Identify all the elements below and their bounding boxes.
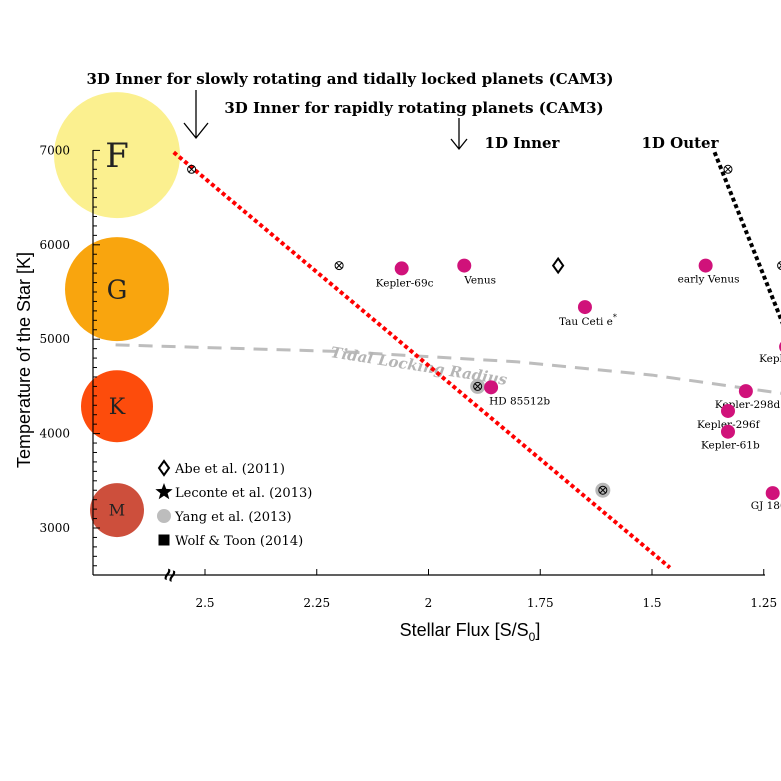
limit-crossing-cross xyxy=(188,166,195,173)
planet-kepler-296f-point xyxy=(720,403,735,418)
axis-break-symbol: ≈ xyxy=(156,565,184,585)
y-tick-label: 7000 xyxy=(39,143,70,157)
legend-label-4: Wolf & Toon (2014) xyxy=(175,534,303,549)
annotation-3d-inner-rapid: 3D Inner for rapidly rotating planets (C… xyxy=(224,99,603,117)
annotation-1d-outer: 1D Outer xyxy=(641,134,719,152)
x-tick-label: 1.5 xyxy=(642,596,661,610)
stellar-class-f-label: F xyxy=(105,136,129,176)
stellar-class-m-label: M xyxy=(109,501,125,520)
planet-kepler-61b-label: Kepler-61b xyxy=(701,440,760,452)
planet-early-venus-label: early Venus xyxy=(678,274,740,286)
planet-tau-ceti-e-point xyxy=(577,300,592,315)
limit-markers xyxy=(187,164,781,498)
limit-crossing-ring xyxy=(723,164,733,174)
stellar-class-k-label: K xyxy=(109,395,126,420)
planet-kepler-62e-label: Kepler-62e xyxy=(759,353,781,365)
y-tick-label: 3000 xyxy=(39,521,70,535)
limit-crossing-marker xyxy=(473,381,483,391)
y-tick-label: 4000 xyxy=(39,427,70,441)
limit-crossing-cross xyxy=(778,262,781,269)
stellar-class-g-label: G xyxy=(107,275,128,305)
legend-label-2: Leconte et al. (2013) xyxy=(175,486,312,501)
legend: Abe et al. (2011) Leconte et al. (2013) Ya… xyxy=(155,459,312,549)
planet-tau-ceti-e-label: Tau Ceti e* xyxy=(559,313,617,328)
arrow-3d-inner-rapid xyxy=(450,118,468,151)
limit-crossing-ring xyxy=(187,164,197,174)
stellar-class-f-circle xyxy=(54,92,180,219)
x-tick-label: 2.25 xyxy=(303,596,330,610)
planet-early-venus-point xyxy=(698,258,713,273)
legend-label-3: Yang et al. (2013) xyxy=(174,510,292,525)
x-tick-label: 2.5 xyxy=(195,596,214,610)
legend-marker-star xyxy=(155,483,173,500)
x-axis-label: Stellar Flux [S/S0] xyxy=(400,620,541,644)
limit-crossing-cross xyxy=(474,383,481,390)
limit-crossing-marker xyxy=(598,485,608,495)
x-tick-label: 2 xyxy=(425,596,433,610)
legend-marker-gray-circle xyxy=(157,509,171,523)
habitable-zone-limits xyxy=(172,150,781,570)
x-tick-label: 1.25 xyxy=(750,596,777,610)
limit-crossing-ring xyxy=(598,485,608,495)
limit-3d-inner-slow-rotation xyxy=(172,150,672,570)
planet-kepler-69c-label: Kepler-69c xyxy=(376,277,434,289)
planet-venus-label: Venus xyxy=(463,275,496,287)
limit-crossing-ring xyxy=(334,261,344,271)
planet-kepler-298d-point xyxy=(738,384,753,399)
planet-points: Kepler-69c Venus Tau Ceti e* early Venus Kep… xyxy=(376,256,781,512)
limit-crossing-marker xyxy=(777,261,781,271)
limit-crossing-marker xyxy=(334,261,344,271)
stellar-class-k-circle xyxy=(81,370,153,443)
planet-gj-180b-point xyxy=(765,486,780,501)
x-tick-label: 1.75 xyxy=(527,596,554,610)
legend-marker-square xyxy=(158,534,170,546)
limit-crossing-marker xyxy=(187,164,197,174)
annotations: 3D Inner for slowly rotating and tidally… xyxy=(87,70,720,152)
planet-venus-point xyxy=(457,258,472,273)
study-marker-diamond xyxy=(551,256,565,275)
planet-kepler-69c-point xyxy=(394,261,409,276)
planet-kepler-61b-point xyxy=(720,424,735,439)
arrow-3d-inner-slow xyxy=(183,90,209,140)
annotation-3d-inner-slow: 3D Inner for slowly rotating and tidally… xyxy=(87,70,614,88)
y-axis-label: Temperature of the Star [K] xyxy=(14,252,34,468)
limit-crossing-cross xyxy=(724,166,732,173)
planet-hd-85512b-label: HD 85512b xyxy=(489,395,550,407)
limit-crossing-ring xyxy=(777,261,781,271)
annotation-1d-inner: 1D Inner xyxy=(485,134,561,152)
y-tick-label: 5000 xyxy=(39,332,70,346)
planet-gj-180b-label: GJ 180b xyxy=(751,500,781,512)
legend-label-1: Abe et al. (2011) xyxy=(174,462,285,477)
limit-crossing-ring xyxy=(473,381,483,391)
stellar-class-circles: F G K M xyxy=(54,92,180,538)
planet-hd-85512b-point xyxy=(484,380,499,395)
limit-crossing-cross xyxy=(335,262,343,269)
legend-marker-diamond xyxy=(157,459,171,477)
limit-crossing-cross xyxy=(599,487,606,494)
y-tick-label: 6000 xyxy=(39,238,70,252)
stellar-class-m-circle xyxy=(90,483,144,538)
limit-crossing-marker xyxy=(723,164,733,174)
stellar-class-g-circle xyxy=(65,237,169,342)
